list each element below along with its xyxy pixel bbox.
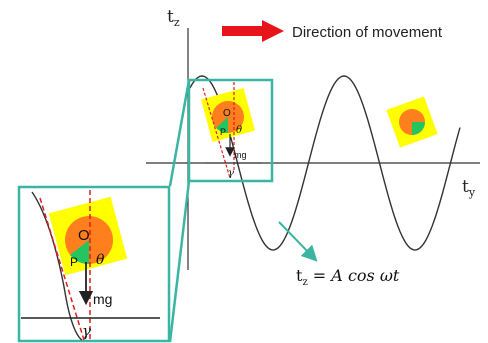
small-p-label: P [220,127,226,137]
cosine-wave [189,75,461,251]
direction-label: Direction of movement [292,24,443,41]
small-theta-label: θ [236,125,242,136]
crest-green-sector [412,122,425,135]
small-dashed-tangent [202,87,231,179]
wave-equation: tz = A cos ωt [296,266,400,288]
large-theta-label: θ [96,252,105,268]
small-o-label: O [223,108,231,119]
small-gamma-label: γ [228,168,234,179]
large-dashed-tangent [39,197,85,341]
horizontal-axis-label: ty [462,177,476,199]
small-wheel-group: O P θ mg γ [201,82,262,179]
large-track-curve [31,191,83,341]
large-o-label: O [78,227,90,244]
direction-arrow-icon [222,20,284,42]
large-p-label: P [70,255,78,269]
small-mg-label: mg [234,150,247,160]
vertical-axis-label: tz [167,7,180,29]
small-green-sector [216,117,228,134]
small-zoom-frame [187,78,274,183]
large-gamma-label: γ [82,322,91,340]
large-mg-label: mg [93,291,112,307]
zoom-projection-top [168,79,191,187]
large-wheel-group: O P θ mg γ [21,190,160,341]
equation-pointer-arrow [278,221,318,262]
large-green-sector [70,240,89,265]
zoom-projection-bottom [168,180,191,343]
